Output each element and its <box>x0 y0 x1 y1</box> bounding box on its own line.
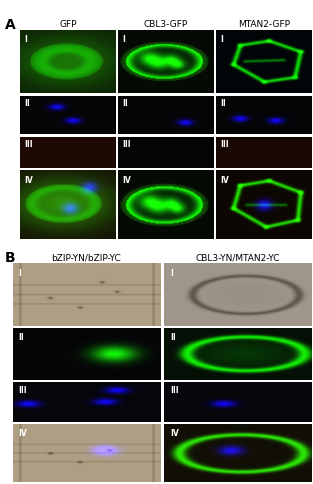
Text: CBL3-YN/MTAN2-YC: CBL3-YN/MTAN2-YC <box>196 253 280 262</box>
Text: II: II <box>18 332 24 341</box>
Text: III: III <box>24 139 33 149</box>
Text: MTAN2-GFP: MTAN2-GFP <box>238 20 290 29</box>
Text: III: III <box>18 385 27 394</box>
Text: CBL3-GFP: CBL3-GFP <box>144 20 188 29</box>
Text: I: I <box>24 35 27 44</box>
Text: II: II <box>122 99 128 108</box>
Text: IV: IV <box>122 176 131 185</box>
Text: II: II <box>170 332 176 341</box>
Text: III: III <box>122 139 131 149</box>
Text: I: I <box>170 268 173 277</box>
Text: II: II <box>24 99 30 108</box>
Text: IV: IV <box>170 428 179 438</box>
Text: I: I <box>220 35 223 44</box>
Text: III: III <box>220 139 228 149</box>
Text: IV: IV <box>220 176 228 185</box>
Text: GFP: GFP <box>59 20 77 29</box>
Text: I: I <box>18 268 21 277</box>
Text: B: B <box>5 250 15 264</box>
Text: II: II <box>220 99 226 108</box>
Text: IV: IV <box>18 428 27 438</box>
Text: bZIP-YN/bZIP-YC: bZIP-YN/bZIP-YC <box>51 253 121 262</box>
Text: IV: IV <box>24 176 33 185</box>
Text: I: I <box>122 35 125 44</box>
Text: A: A <box>5 18 15 31</box>
Text: III: III <box>170 385 179 394</box>
